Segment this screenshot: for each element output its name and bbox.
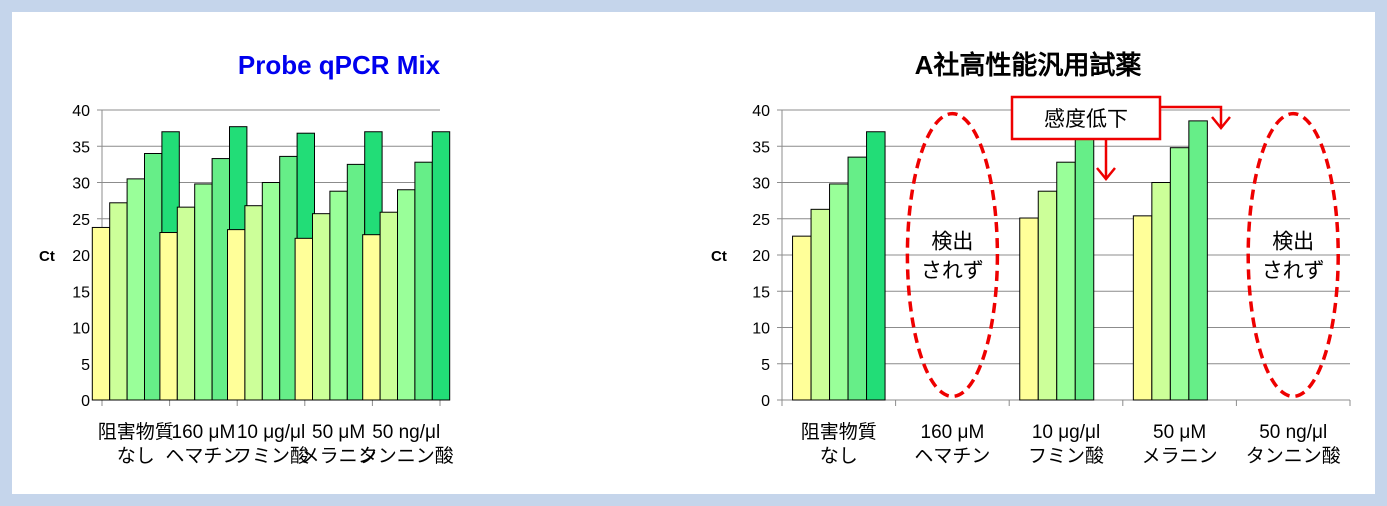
x-category-label: フミン酸 <box>1028 445 1104 467</box>
x-category-label: 阻害物質 <box>801 421 877 443</box>
bar <box>792 235 812 401</box>
x-category-label: 阻害物質 <box>98 421 174 443</box>
bar <box>91 226 111 401</box>
figure-frame: Probe qPCR Mix 0 5 10 15 20 25 30 35 40 Ct 阻害物質なし 16… <box>12 12 1375 494</box>
not-detected-label: されず <box>921 260 984 283</box>
bar <box>144 153 163 401</box>
x-category-label: 160 μM <box>172 422 236 443</box>
bar <box>829 183 849 401</box>
x-category-label: 50 ng/μl <box>1259 422 1327 443</box>
bar <box>1151 182 1171 401</box>
bar <box>312 213 331 401</box>
bar <box>109 202 128 401</box>
callout-label: 感度低下 <box>1044 108 1128 131</box>
y-tick-label: 35 <box>752 139 770 156</box>
y-tick-label: 20 <box>752 248 770 265</box>
y-tick-label: 30 <box>72 176 90 193</box>
y-tick-label: 40 <box>752 103 770 120</box>
y-tick-label: 5 <box>81 357 90 374</box>
x-category-label: なし <box>117 446 155 467</box>
bar <box>810 208 831 401</box>
bar <box>1056 161 1076 401</box>
x-category-label: 50 μM <box>312 422 365 443</box>
bar <box>194 183 213 401</box>
x-category-label: ヘマチン <box>165 446 241 467</box>
bar <box>397 189 416 401</box>
x-category-label: 50 μM <box>1153 422 1206 443</box>
chart-title: Probe qPCR Mix <box>238 50 441 80</box>
bar <box>261 182 281 401</box>
callout-box <box>1010 95 1162 141</box>
not-detected-label: 検出 <box>1272 231 1314 254</box>
x-category-label: 10 μg/μl <box>1032 422 1100 443</box>
bar <box>279 155 298 401</box>
bar <box>414 161 433 401</box>
y-tick-label: 25 <box>72 212 90 229</box>
bar <box>866 131 886 401</box>
x-category-label: 160 μM <box>921 422 985 443</box>
bar <box>159 232 178 401</box>
y-tick-label: 15 <box>752 284 770 301</box>
bar <box>1019 217 1039 401</box>
not-detected-label: されず <box>1262 260 1325 283</box>
y-tick-label: 20 <box>72 248 90 265</box>
bar <box>362 234 381 401</box>
y-tick-label: 5 <box>761 357 770 374</box>
bar <box>211 158 231 401</box>
y-tick-label: 15 <box>72 284 90 301</box>
bar <box>1132 215 1153 401</box>
chart-title: A社高性能汎用試薬 <box>915 50 1142 80</box>
not-detected-ellipse <box>905 111 1000 399</box>
x-category-label: 10 μg/μl <box>237 422 305 443</box>
bar <box>244 205 263 401</box>
x-category-label: メラニン <box>1142 446 1218 467</box>
y-tick-label: 10 <box>72 321 90 338</box>
bar <box>294 237 314 401</box>
y-tick-label: 0 <box>761 393 770 410</box>
y-tick-label: 25 <box>752 212 770 229</box>
y-tick-label: 0 <box>81 393 90 410</box>
arrowhead <box>1096 167 1116 181</box>
bar <box>379 211 399 401</box>
not-detected-label: 検出 <box>931 231 973 254</box>
x-category-label: 50 ng/μl <box>372 422 440 443</box>
x-category-label: メラニン <box>301 446 377 467</box>
bar <box>227 229 246 401</box>
bar <box>329 190 348 401</box>
bar <box>1169 147 1190 401</box>
y-axis-label: Ct <box>711 248 727 265</box>
bar <box>176 206 196 401</box>
arrowhead <box>1211 116 1231 130</box>
callout-arrow <box>1160 105 1223 126</box>
bar <box>431 131 451 401</box>
bar <box>847 156 868 401</box>
x-category-label: ヘマチン <box>914 446 990 467</box>
y-tick-label: 35 <box>72 139 90 156</box>
bar <box>1037 190 1058 401</box>
not-detected-ellipse <box>1246 111 1340 399</box>
bar <box>346 163 366 401</box>
x-category-label: なし <box>820 446 858 467</box>
x-category-label: タンニン酸 <box>1246 445 1341 467</box>
y-tick-label: 40 <box>72 103 90 120</box>
y-tick-label: 30 <box>752 176 770 193</box>
x-category-label: タンニン酸 <box>359 445 454 467</box>
y-axis-label: Ct <box>39 248 55 265</box>
bar <box>1074 137 1095 401</box>
bar <box>1188 120 1208 401</box>
y-tick-label: 10 <box>752 321 770 338</box>
bar <box>126 178 145 401</box>
x-category-label: フミン酸 <box>233 445 309 467</box>
